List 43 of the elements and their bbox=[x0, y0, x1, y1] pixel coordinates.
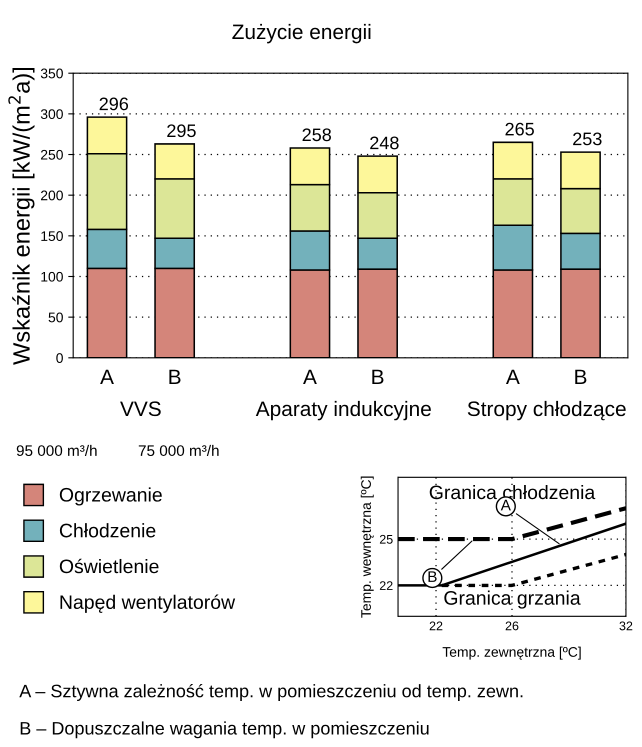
y-tick-label: 0 bbox=[56, 353, 63, 363]
text: Aparaty indukcyjne bbox=[256, 400, 431, 420]
legend-label: Napęd wentylatorów bbox=[60, 594, 236, 613]
total-label: 265 bbox=[505, 122, 534, 136]
x-tick-label: 22 bbox=[430, 621, 442, 630]
x-tick-label: B bbox=[372, 370, 384, 384]
y-tick-label: 200 bbox=[40, 190, 63, 200]
annotation: B bbox=[428, 571, 437, 582]
x-tick-label: 32 bbox=[619, 621, 632, 630]
x-tick-label: B bbox=[169, 370, 181, 384]
text: B – Dopuszczalne wagania temp. w pomieszczeniu bbox=[20, 721, 429, 738]
y-tick-label: 350 bbox=[40, 68, 63, 78]
x-tick-label: 26 bbox=[506, 621, 518, 630]
annotation: Granica chłodzenia bbox=[430, 484, 596, 500]
x-tick-label: A bbox=[506, 370, 520, 384]
legend-label: Chłodzenie bbox=[60, 523, 156, 538]
x-axis-title: Temp. zewnętrzna [ºC] bbox=[442, 646, 581, 660]
y-tick-label: 150 bbox=[41, 231, 63, 242]
chart-title: Zużycie energii bbox=[232, 24, 370, 44]
y-tick-label: 250 bbox=[40, 150, 63, 160]
text: VVS bbox=[120, 401, 161, 416]
legend-label: Oświetlenie bbox=[60, 558, 159, 574]
annotation: 295 bbox=[167, 124, 196, 138]
legend-label: Ogrzewanie bbox=[60, 487, 162, 506]
x-tick-label: B bbox=[575, 370, 586, 384]
annotation: Granica grzania bbox=[444, 590, 581, 609]
text: Stropy chłodzące bbox=[468, 400, 626, 420]
total-label: 248 bbox=[370, 136, 399, 150]
y-tick-label: 25 bbox=[380, 534, 393, 544]
text: 75 000 m³/h bbox=[138, 444, 219, 456]
total-label: 296 bbox=[100, 98, 128, 110]
y-axis-title: Wskaźnik energii [kW/(m$^{2}$a)] bbox=[8, 68, 34, 365]
y-tick-label: 100 bbox=[41, 272, 63, 282]
y-tick-label: 50 bbox=[48, 312, 63, 322]
text: 95 000 m³/h bbox=[16, 444, 97, 456]
y-axis-title: Temp. wewnętrzna [ºC] bbox=[360, 476, 374, 618]
text: A – Sztywna zależność temp. w pomieszczeniu od temp. zewn. bbox=[19, 684, 522, 701]
annotation: A bbox=[500, 500, 511, 510]
x-tick-label: A bbox=[100, 370, 114, 384]
x-tick-label: A bbox=[303, 370, 317, 384]
total-label: 253 bbox=[573, 132, 602, 146]
y-tick-label: 300 bbox=[40, 109, 63, 120]
total-label: 258 bbox=[302, 128, 331, 142]
